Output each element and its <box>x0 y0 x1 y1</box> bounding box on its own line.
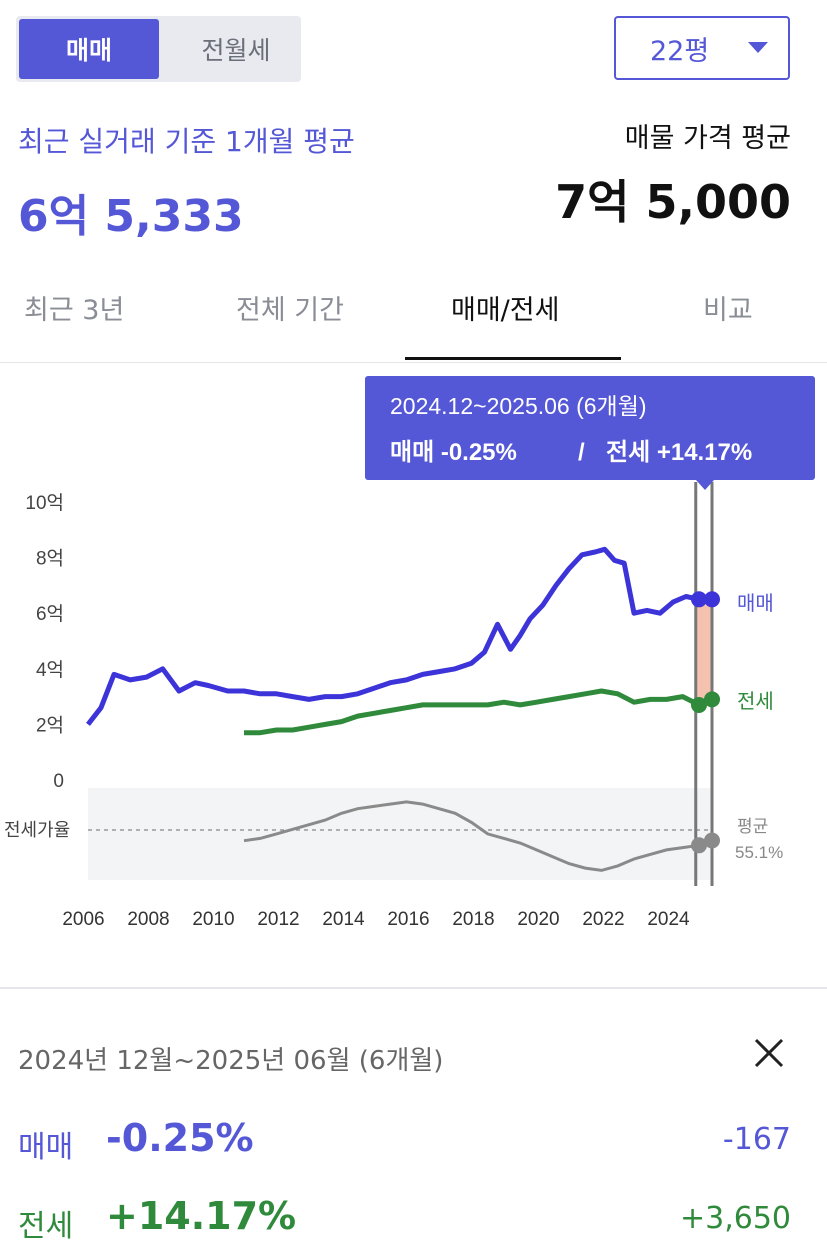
series-line-sale <box>86 546 712 726</box>
sale-change-value: -167 <box>722 1122 791 1157</box>
range-handle-left[interactable] <box>694 482 698 886</box>
listing-average-label: 매물 가격 평균 <box>624 123 791 154</box>
recent-average-label: 최근 실거래 기준 1개월 평균 <box>18 125 355 158</box>
ratio-average-value: 55.1% <box>735 843 783 862</box>
rent-change-value: +3,650 <box>679 1201 791 1236</box>
series-endpoints <box>691 591 720 854</box>
price-chart[interactable]: 10억 8억 6억 4억 2억 0 2006 2008 2010 2012 2014 2016 201… <box>0 370 827 970</box>
sheet-divider <box>0 987 827 989</box>
series-endpoint-dot <box>704 691 720 708</box>
y-tick-label: 2억 <box>36 714 64 736</box>
tooltip-period: 2024.12~2025.06 (6개월) <box>390 393 647 419</box>
rent-end-label: 전세 <box>737 690 774 713</box>
range-handle-right[interactable] <box>710 482 714 886</box>
series-endpoint-dot <box>691 837 707 854</box>
range-tooltip: 2024.12~2025.06 (6개월) 매매 -0.25% / 전세 +14… <box>365 376 815 490</box>
recent-average-value: 6억 5,333 <box>18 191 244 242</box>
tab-all-period[interactable]: 전체 기간 <box>236 295 344 326</box>
sale-row-label: 매매 <box>18 1130 74 1165</box>
y-tick-label: 10억 <box>25 492 64 514</box>
x-tick-label: 2014 <box>322 909 365 930</box>
rent-toggle-button[interactable]: 전월세 <box>201 36 271 65</box>
rent-row-label: 전세 <box>18 1209 74 1244</box>
x-tick-label: 2016 <box>387 909 429 930</box>
x-tick-label: 2008 <box>127 909 169 930</box>
x-tick-label: 2010 <box>192 909 234 930</box>
highlight-range-fill <box>695 596 712 701</box>
y-tick-label: 8억 <box>36 548 64 570</box>
series-endpoint-dot <box>691 591 707 608</box>
tab-divider <box>0 362 827 363</box>
tab-compare[interactable]: 비교 <box>703 295 753 326</box>
sale-change-percent: -0.25% <box>106 1116 254 1160</box>
size-select[interactable]: 22평 <box>614 16 790 80</box>
tab-recent-3y[interactable]: 최근 3년 <box>24 295 125 326</box>
caret-down-icon <box>748 42 768 53</box>
deal-type-toggle: 매매 전월세 <box>16 16 301 82</box>
x-tick-label: 2006 <box>62 909 104 930</box>
y-axis: 10억 8억 6억 4억 2억 0 <box>25 492 64 792</box>
series-line-rent <box>244 688 713 736</box>
series-endpoint-dot <box>704 832 720 849</box>
y-tick-label: 6억 <box>36 603 64 625</box>
series-endpoint-dot <box>691 696 707 713</box>
sale-toggle-button[interactable]: 매매 <box>19 19 159 79</box>
ratio-average-label: 평균 <box>737 817 768 836</box>
series-endpoint-dot <box>704 591 720 608</box>
sale-end-label: 매매 <box>737 592 774 615</box>
x-tick-label: 2012 <box>257 909 299 930</box>
rent-change-percent: +14.17% <box>106 1194 297 1238</box>
x-tick-label: 2020 <box>517 909 559 930</box>
tooltip-sale: 매매 -0.25% <box>390 439 517 466</box>
y-tick-label: 0 <box>53 771 64 792</box>
series-line-ratio <box>243 800 713 872</box>
x-tick-label: 2024 <box>647 909 690 930</box>
listing-average-value: 7억 5,000 <box>555 175 791 229</box>
size-select-value: 22평 <box>650 35 710 67</box>
x-tick-label: 2018 <box>452 909 494 930</box>
x-tick-label: 2022 <box>582 909 624 930</box>
x-axis: 2006 2008 2010 2012 2014 2016 2018 2020 2022 2024 <box>62 909 690 930</box>
detail-range-label: 2024년 12월~2025년 06월 (6개월) <box>18 1046 444 1076</box>
active-tab-indicator <box>405 357 621 360</box>
close-icon[interactable] <box>752 1036 786 1070</box>
tooltip-separator: / <box>578 439 585 466</box>
y-tick-label: 4억 <box>36 659 64 681</box>
tab-sale-rent[interactable]: 매매/전세 <box>451 295 560 326</box>
ratio-axis-label: 전세가율 <box>4 820 70 840</box>
tooltip-rent: 전세 +14.17% <box>606 439 752 466</box>
